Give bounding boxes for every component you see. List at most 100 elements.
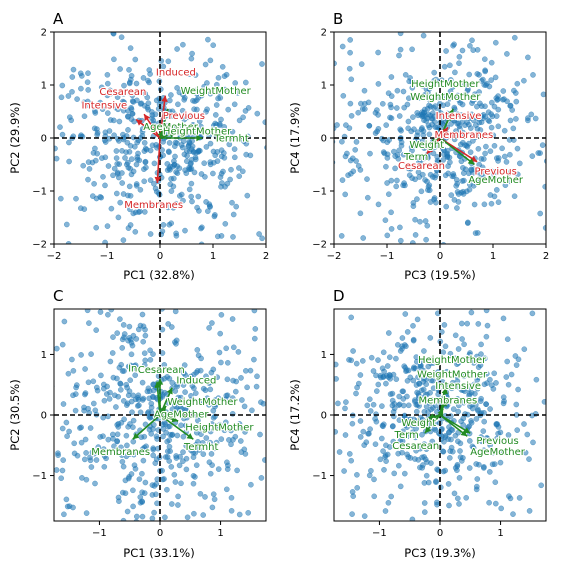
scatter-point [97, 194, 103, 200]
scatter-point [400, 443, 407, 450]
scatter-point [176, 165, 183, 171]
scatter-point [375, 81, 382, 87]
scatter-point [124, 442, 130, 449]
scatter-point [114, 438, 120, 445]
scatter-point [70, 504, 76, 511]
scatter-point [133, 182, 140, 189]
scatter-point [415, 169, 422, 175]
scatter-point [483, 401, 489, 408]
scatter-point [165, 58, 172, 65]
scatter-point [521, 77, 527, 84]
vector-label: WeightMother [167, 397, 238, 408]
scatter-point [427, 400, 433, 406]
scatter-point [105, 311, 111, 318]
y-tick-label: −2 [312, 240, 327, 251]
scatter-point [78, 439, 85, 446]
scatter-point [474, 353, 480, 360]
scatter-point [390, 371, 397, 378]
scatter-point [83, 510, 90, 516]
scatter-point [272, 137, 277, 142]
scatter-point [129, 409, 135, 416]
scatter-point [234, 467, 240, 474]
scatter-point [127, 222, 134, 228]
scatter-point [142, 326, 148, 333]
scatter-point [188, 180, 195, 187]
scatter-point [495, 199, 502, 205]
scatter-point [180, 41, 186, 48]
scatter-point [350, 168, 357, 175]
scatter-point [357, 434, 364, 440]
scatter-point [223, 486, 230, 493]
scatter-point [343, 399, 349, 405]
scatter-point [240, 114, 246, 121]
scatter-point [426, 131, 433, 138]
vector-label: Previous [476, 436, 518, 447]
scatter-point [495, 106, 502, 113]
scatter-point [431, 113, 438, 120]
scatter-point [419, 431, 425, 438]
scatter-point [59, 82, 66, 89]
scatter-point [360, 428, 367, 435]
scatter-point [262, 119, 266, 125]
scatter-point [405, 125, 412, 132]
scatter-point [112, 104, 119, 111]
scatter-point [189, 50, 195, 57]
scatter-point [458, 320, 465, 327]
scatter-point [245, 105, 252, 111]
scatter-point [391, 470, 398, 477]
scatter-point [414, 196, 420, 202]
scatter-point [206, 379, 213, 386]
panel-c-xlabel: PC1 (33.1%) [123, 546, 194, 560]
scatter-point [44, 172, 49, 177]
x-tick-label: 0 [437, 251, 443, 262]
scatter-point [172, 388, 179, 394]
scatter-point [464, 320, 471, 327]
scatter-point [500, 88, 507, 94]
scatter-point [130, 487, 136, 494]
scatter-point [114, 190, 120, 197]
scatter-point [78, 352, 84, 358]
scatter-point [421, 500, 428, 506]
scatter-point [139, 311, 146, 318]
scatter-point [392, 165, 398, 172]
scatter-point [482, 113, 489, 120]
scatter-point [383, 163, 389, 170]
scatter-point [373, 418, 380, 425]
scatter-point [443, 203, 450, 210]
scatter-point [242, 79, 249, 86]
scatter-point [210, 491, 217, 498]
vector-arrow-shaft [132, 414, 161, 440]
scatter-point [336, 449, 343, 455]
scatter-point [200, 512, 206, 518]
scatter-point [171, 471, 178, 478]
scatter-point [491, 461, 498, 467]
scatter-point [454, 463, 461, 470]
scatter-point [530, 439, 536, 446]
scatter-point [206, 459, 213, 466]
scatter-point [405, 454, 412, 460]
scatter-point [410, 299, 415, 304]
scatter-point [210, 42, 216, 49]
scatter-point [254, 110, 261, 117]
scatter-point [405, 118, 412, 125]
scatter-point [431, 69, 438, 76]
scatter-point [423, 446, 430, 452]
scatter-point [404, 101, 411, 108]
scatter-point [111, 165, 118, 172]
x-tick-label: 1 [210, 251, 216, 262]
scatter-point [384, 363, 391, 369]
scatter-point [423, 403, 430, 410]
scatter-point [456, 54, 463, 60]
vector-arrow-head [144, 114, 151, 121]
scatter-point [68, 12, 73, 17]
scatter-point [470, 358, 477, 364]
scatter-point [387, 101, 394, 108]
scatter-point [252, 326, 259, 332]
scatter-point [474, 47, 481, 53]
scatter-point [101, 446, 107, 452]
scatter-point [446, 502, 452, 509]
scatter-point [218, 311, 225, 318]
scatter-point [111, 56, 117, 63]
panel-a-ylabel: PC2 (29.9%) [8, 102, 22, 173]
scatter-point [90, 193, 96, 199]
